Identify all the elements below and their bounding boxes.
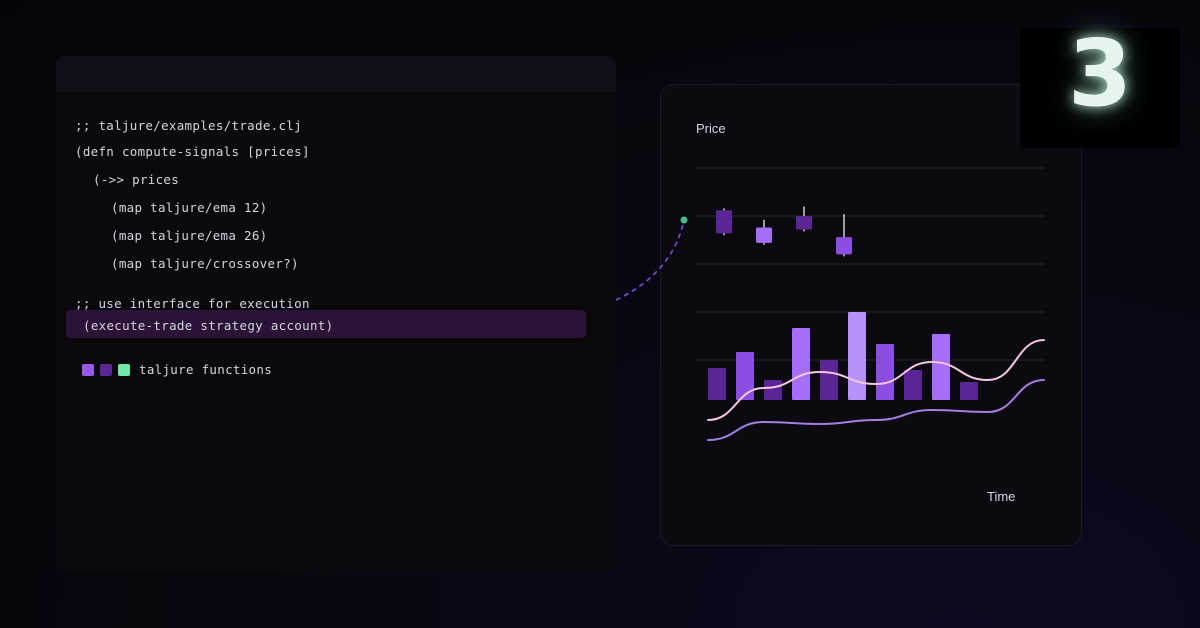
candle-body-2 (796, 216, 812, 230)
candle-body-3 (836, 237, 852, 255)
code-line-ema-12: (map taljure/ema 12) (111, 200, 268, 215)
indicator-line-0 (707, 339, 1045, 421)
connector-dot (680, 216, 688, 224)
highlighted-line (66, 310, 586, 338)
volume-bar-5 (848, 312, 866, 400)
connector-line (615, 219, 685, 301)
editor-title-bar (56, 56, 616, 92)
number-badge: 3 (1020, 28, 1180, 148)
legend-label: taljure functions (139, 362, 273, 377)
volume-bar-7 (904, 370, 922, 400)
volume-bar-8 (932, 334, 950, 400)
chart-card: Price Time (660, 84, 1082, 546)
code-line-execute-trade: (execute-trade strategy account) (83, 318, 334, 333)
code-line-comment-execution: ;; use interface for execution (75, 296, 310, 311)
volume-bar-9 (960, 382, 978, 400)
code-line-comment-file: ;; taljure/examples/trade.clj (75, 118, 302, 133)
legend-swatch-green (118, 363, 130, 376)
code-line-defn: (defn compute-signals [prices] (75, 144, 310, 159)
volume-bar-6 (876, 344, 894, 400)
volume-bar-3 (792, 328, 810, 400)
code-editor-panel: ;; taljure/examples/trade.clj (defn comp… (56, 56, 616, 572)
candle-body-0 (716, 210, 732, 234)
code-line-ema-26: (map taljure/ema 26) (111, 228, 268, 243)
badge-number: 3 (1067, 20, 1132, 127)
code-line-threading: (->> prices (93, 172, 180, 187)
candle-body-1 (756, 227, 772, 243)
legend-swatch-dark-purple (100, 363, 112, 376)
volume-bar-0 (708, 368, 726, 400)
x-axis-label: Time (987, 489, 1016, 504)
legend-swatch-purple (82, 363, 94, 376)
volume-bar-2 (764, 380, 782, 400)
code-line-crossover: (map taljure/crossover?) (111, 256, 299, 271)
volume-bar-4 (820, 360, 838, 400)
volume-bar-1 (736, 352, 754, 400)
indicator-line-1 (707, 379, 1045, 441)
legend: taljure functions (82, 362, 272, 377)
y-axis-label: Price (696, 121, 726, 136)
